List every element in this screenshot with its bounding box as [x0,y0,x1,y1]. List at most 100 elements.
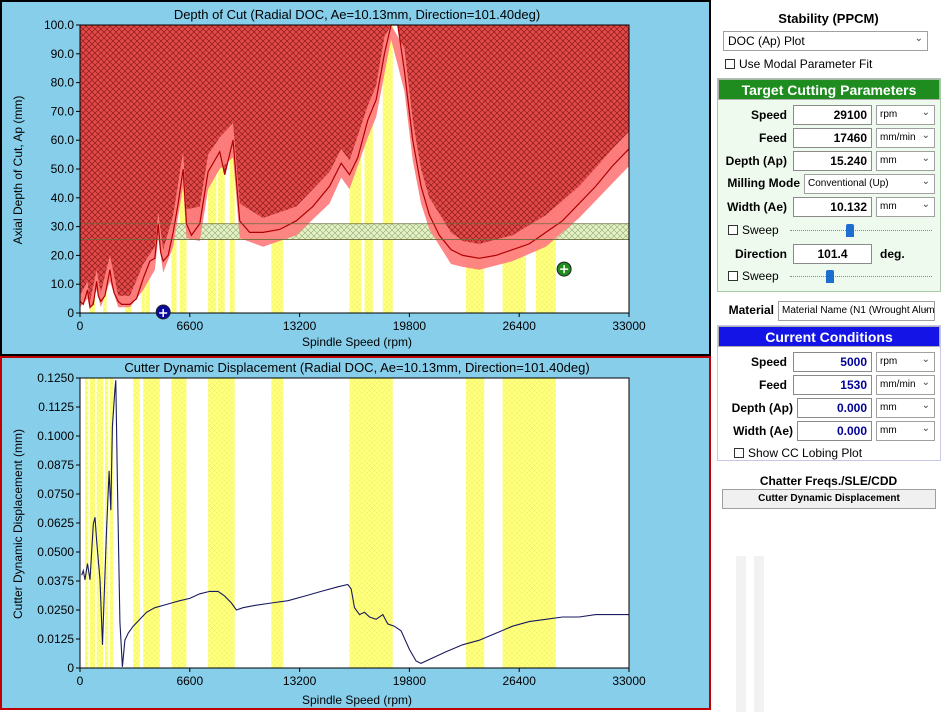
stable-band [271,378,283,668]
chevron-down-icon: ⌄ [921,400,930,411]
unit-value: mm [880,402,897,413]
plot-type-value: DOC (Ap) Plot [728,34,805,48]
chevron-down-icon: ⌄ [921,107,930,118]
plot-type-select[interactable]: DOC (Ap) Plot ⌄ [723,31,928,51]
slider-track[interactable] [790,230,932,231]
direction-unit: deg. [880,247,905,261]
scrollbar[interactable] [754,556,764,712]
cdd-y-tick-label: 0.1125 [38,400,74,414]
checkbox-icon[interactable] [728,271,738,281]
scrollbar[interactable] [736,556,746,712]
doc-x-tick-label: 19800 [393,319,427,333]
stability-title: Stability (PPCM) [778,11,879,26]
cdd-y-tick-label: 0.1250 [37,371,74,385]
slider-thumb[interactable] [826,270,835,283]
target-feed-input[interactable]: 17460 [793,128,872,148]
doc-chart-panel[interactable]: Depth of Cut (Radial DOC, Ae=10.13mm, Di… [0,0,711,356]
direction-slider[interactable] [790,270,932,284]
stable-band [349,378,393,668]
cdd-chart-panel[interactable]: Cutter Dynamic Displacement (Radial DOC,… [0,356,711,710]
stable-band [502,378,556,668]
current-conditions-group: Current Conditions Speed 5000 rpm ⌄ Feed … [717,325,941,461]
x-axis-label: Spindle Speed (rpm) [302,335,412,349]
material-value: Material Name (N1 (Wrought Alum [782,305,935,316]
checkbox-icon[interactable] [725,59,735,69]
target-speed-unit-select[interactable]: rpm ⌄ [876,105,935,125]
target-speed-input[interactable]: 29100 [793,105,872,125]
unit-value: mm/min [880,132,916,143]
width-slider[interactable] [790,224,932,238]
chart-title: Cutter Dynamic Displacement (Radial DOC,… [124,360,589,375]
chevron-down-icon: ⌄ [921,199,930,210]
stable-band [208,378,235,668]
x-axis-label: Spindle Speed (rpm) [302,693,412,707]
current-speed-input[interactable]: 5000 [793,352,872,372]
target-width-unit-select[interactable]: mm ⌄ [876,197,935,217]
checkbox-icon[interactable] [728,225,738,235]
material-select[interactable]: Material Name (N1 (Wrought Alum ⌄ [778,301,935,321]
doc-y-tick-label: 0 [67,306,74,320]
cdd-x-tick-label: 6600 [176,674,203,688]
slider-track[interactable] [790,276,932,277]
chart-title: Depth of Cut (Radial DOC, Ae=10.13mm, Di… [174,7,540,22]
stable-band [465,378,485,668]
target-width-input[interactable]: 10.132 [793,197,872,217]
current-depth-input[interactable]: 0.000 [797,398,872,418]
cutter-dynamic-displacement-button[interactable]: Cutter Dynamic Displacement [722,489,936,509]
current-depth-unit-select[interactable]: mm ⌄ [876,398,935,418]
chatter-section-title: Chatter Freqs./SLE/CDD [759,474,898,488]
stable-band [143,378,160,668]
doc-x-tick-label: 26400 [503,319,537,333]
current-width-label: Width (Ae) [733,424,793,438]
cdd-y-tick-label: 0.0750 [37,487,74,501]
width-sweep-checkbox[interactable]: Sweep [728,223,779,237]
lobing-plot-checkbox[interactable]: Show CC Lobing Plot [734,446,862,460]
cdd-x-tick-label: 19800 [393,674,427,688]
direction-sweep-checkbox[interactable]: Sweep [728,269,779,283]
current-speed-unit-select[interactable]: rpm ⌄ [876,352,935,372]
cdd-y-tick-label: 0.0250 [37,603,74,617]
doc-x-tick-label: 6600 [176,319,203,333]
stable-band [84,378,89,668]
target-depth-unit-select[interactable]: mm ⌄ [876,151,935,171]
doc-x-tick-label: 0 [77,319,84,333]
doc-y-tick-label: 60.0 [51,133,75,147]
direction-input[interactable]: 101.4 [793,244,872,264]
target-depth-input[interactable]: 15.240 [793,151,872,171]
milling-mode-select[interactable]: Conventional (Up) ⌄ [804,174,935,194]
current-feed-label: Feed [758,378,787,392]
current-feed-input[interactable]: 1530 [793,375,872,395]
cdd-y-tick-label: 0.0625 [37,516,74,530]
lobing-plot-label: Show CC Lobing Plot [748,446,863,460]
modal-fit-checkbox[interactable]: Use Modal Parameter Fit [725,57,872,71]
doc-y-tick-label: 70.0 [51,104,75,118]
current-width-unit-select[interactable]: mm ⌄ [876,421,935,441]
target-parameters-group: Target Cutting Parameters Speed 29100 rp… [717,78,941,292]
doc-chart[interactable]: Depth of Cut (Radial DOC, Ae=10.13mm, Di… [2,2,709,354]
y-axis-label: Axial Depth of Cut, Ap (mm) [11,96,25,245]
checkbox-icon[interactable] [734,448,744,458]
cdd-y-tick-label: 0.0375 [37,574,74,588]
slider-thumb[interactable] [846,224,855,237]
doc-y-tick-label: 20.0 [51,248,75,262]
unit-value: mm [880,425,897,436]
unstable-region [80,25,629,308]
current-speed-label: Speed [750,355,787,369]
stable-band [364,25,373,313]
stable-band [133,378,140,668]
doc-y-tick-label: 40.0 [51,191,75,205]
side-panel: Stability (PPCM) DOC (Ap) Plot ⌄ Use Mod… [712,0,945,712]
y-axis-label: Cutter Dynamic Displacement (mm) [11,429,25,619]
current-width-input[interactable]: 0.000 [797,421,872,441]
unit-value: rpm [880,356,898,367]
stability-limit-line [79,24,630,309]
unit-value: mm [880,155,897,166]
doc-y-tick-label: 100.0 [44,18,74,32]
modal-fit-label: Use Modal Parameter Fit [739,57,873,71]
cdd-chart[interactable]: Cutter Dynamic Displacement (Radial DOC,… [2,358,709,708]
stable-band [96,378,104,668]
target-feed-unit-select[interactable]: mm/min ⌄ [876,128,935,148]
current-feed-unit-select[interactable]: mm/min ⌄ [876,375,935,395]
doc-y-tick-label: 80.0 [51,76,75,90]
unit-value: mm/min [880,379,916,390]
